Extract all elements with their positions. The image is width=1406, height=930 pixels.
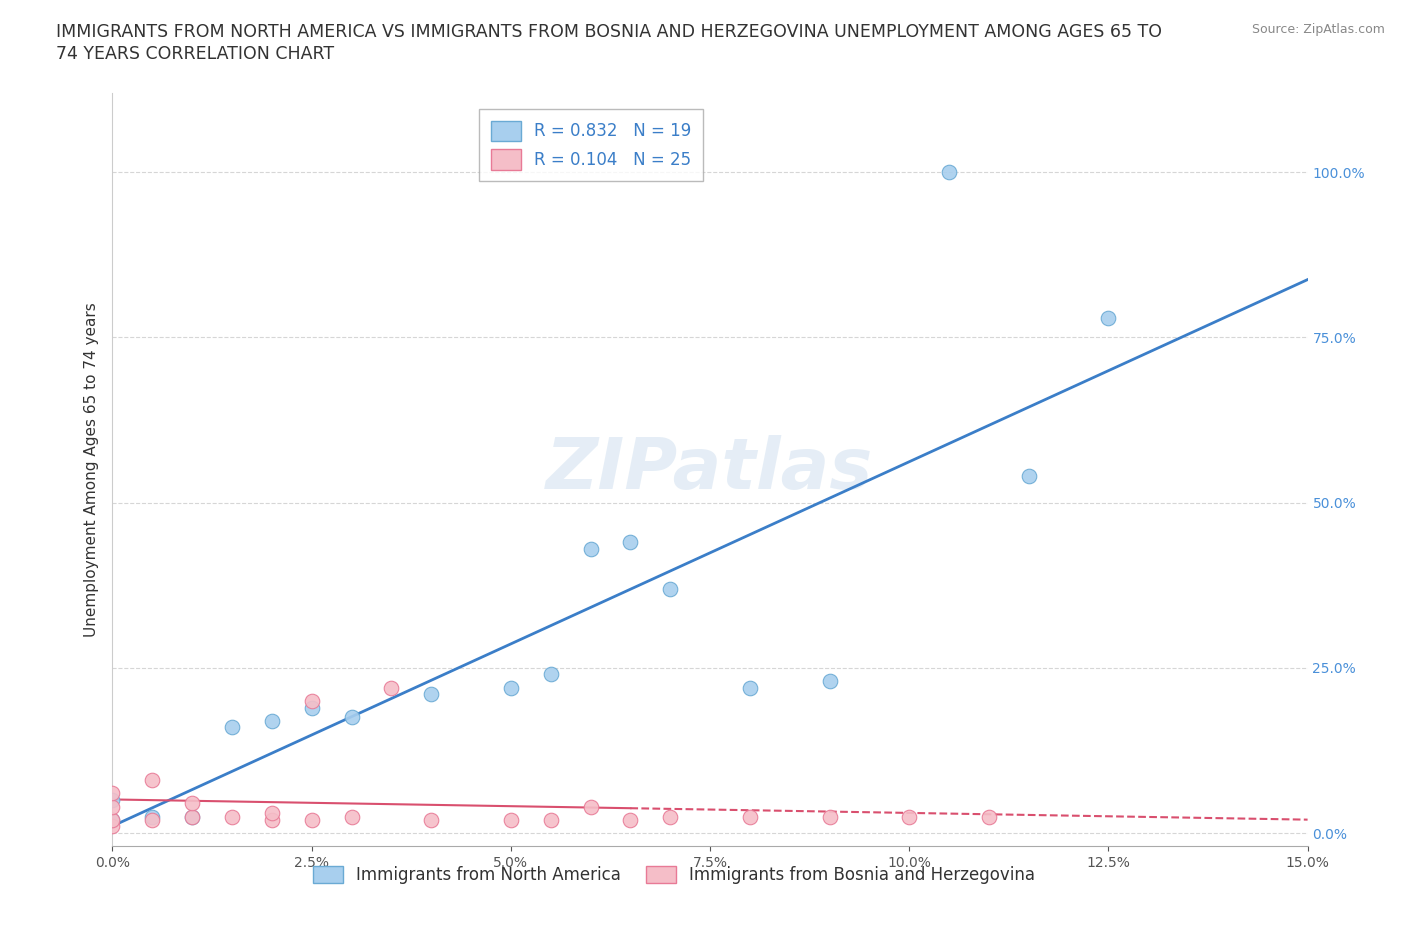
Point: [101, 813, 124, 828]
Point: [181, 796, 204, 811]
Point: [141, 813, 163, 828]
Point: [260, 805, 283, 820]
Point: [221, 720, 243, 735]
Point: [738, 680, 761, 695]
Text: IMMIGRANTS FROM NORTH AMERICA VS IMMIGRANTS FROM BOSNIA AND HERZEGOVINA UNEMPLOY: IMMIGRANTS FROM NORTH AMERICA VS IMMIGRA…: [56, 23, 1163, 41]
Point: [181, 809, 204, 824]
Point: [898, 809, 921, 824]
Point: [101, 792, 124, 807]
Point: [738, 809, 761, 824]
Point: [141, 773, 163, 788]
Point: [619, 813, 641, 828]
Point: [380, 680, 402, 695]
Point: [101, 819, 124, 834]
Point: [579, 799, 602, 814]
Point: [340, 809, 363, 824]
Point: [340, 710, 363, 724]
Point: [301, 813, 323, 828]
Point: [101, 786, 124, 801]
Point: [260, 813, 283, 828]
Point: [420, 813, 443, 828]
Point: [540, 813, 562, 828]
Point: [1097, 311, 1119, 325]
Legend: Immigrants from North America, Immigrants from Bosnia and Herzegovina: Immigrants from North America, Immigrant…: [307, 859, 1042, 891]
Point: [301, 700, 323, 715]
Point: [181, 809, 204, 824]
Point: [659, 581, 682, 596]
Point: [260, 713, 283, 728]
Point: [301, 694, 323, 709]
Point: [938, 165, 960, 179]
Point: [420, 687, 443, 702]
Text: ZIPatlas: ZIPatlas: [547, 435, 873, 504]
Point: [579, 541, 602, 556]
Point: [659, 809, 682, 824]
Text: 74 YEARS CORRELATION CHART: 74 YEARS CORRELATION CHART: [56, 45, 335, 62]
Point: [141, 809, 163, 824]
Point: [818, 673, 841, 688]
Text: Source: ZipAtlas.com: Source: ZipAtlas.com: [1251, 23, 1385, 36]
Point: [619, 535, 641, 550]
Point: [101, 799, 124, 814]
Point: [818, 809, 841, 824]
Point: [1018, 469, 1040, 484]
Point: [499, 680, 522, 695]
Point: [101, 813, 124, 828]
Y-axis label: Unemployment Among Ages 65 to 74 years: Unemployment Among Ages 65 to 74 years: [83, 302, 98, 637]
Point: [221, 809, 243, 824]
Point: [499, 813, 522, 828]
Point: [540, 667, 562, 682]
Point: [977, 809, 1000, 824]
